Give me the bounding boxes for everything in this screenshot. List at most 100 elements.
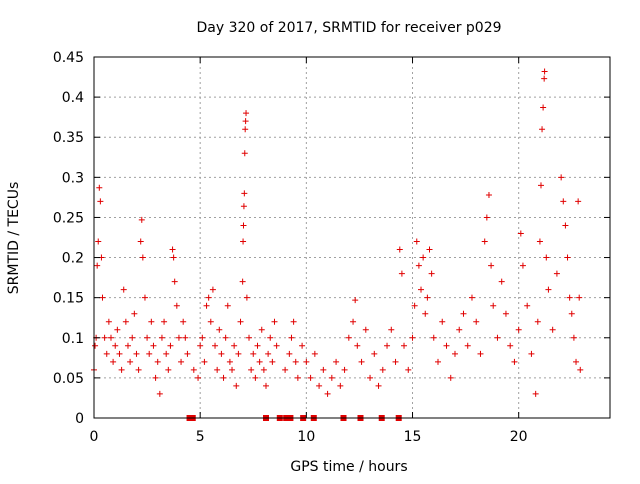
data-point (216, 326, 223, 333)
data-point (240, 203, 247, 210)
data-point (483, 214, 490, 221)
data-point (424, 294, 431, 301)
data-point (107, 334, 114, 341)
data-point (197, 342, 204, 349)
data-point (435, 358, 441, 365)
data-point (420, 254, 427, 261)
data-point (543, 254, 550, 261)
x-axis-tick-labels: 0 5 10 15 20 (90, 429, 528, 445)
data-point (286, 350, 293, 357)
data-point (398, 270, 405, 277)
data-point (337, 382, 344, 389)
data-point (99, 294, 106, 301)
data-point (105, 318, 112, 325)
data-point (392, 358, 399, 365)
data-point (158, 334, 165, 341)
data-point (468, 294, 475, 301)
data-point (112, 342, 119, 349)
data-point (303, 358, 310, 365)
data-point (205, 294, 212, 301)
data-point (541, 68, 548, 75)
data-point (163, 350, 170, 357)
data-point (218, 350, 225, 357)
data-point (124, 342, 131, 349)
data-point (273, 342, 280, 349)
data-point (148, 318, 155, 325)
data-point (528, 350, 535, 357)
data-point (241, 190, 248, 197)
data-point (137, 238, 144, 245)
data-point (439, 318, 446, 325)
x-tick-label: 20 (510, 429, 528, 445)
data-point (564, 254, 571, 261)
data-point (443, 342, 450, 349)
data-point (95, 238, 102, 245)
data-point (307, 374, 314, 381)
data-point (231, 342, 238, 349)
data-point (175, 334, 182, 341)
data-point (362, 326, 369, 333)
data-point (568, 310, 575, 317)
data-point (428, 270, 435, 277)
data-point (152, 374, 159, 381)
plot-frame (93, 56, 611, 419)
data-point (271, 318, 278, 325)
data-point (536, 238, 543, 245)
data-point (269, 358, 276, 365)
data-point (418, 286, 425, 293)
y-tick-label: 0.2 (62, 251, 84, 267)
data-point (524, 302, 531, 309)
data-point (294, 374, 301, 381)
data-point (549, 326, 556, 333)
data-point (265, 350, 272, 357)
data-point (203, 302, 210, 309)
y-tick-label: 0.4 (62, 90, 84, 106)
data-point (171, 278, 178, 285)
data-point (169, 246, 176, 253)
data-point (195, 374, 202, 381)
data-point (411, 302, 418, 309)
y-tick-label: 0 (75, 411, 84, 427)
data-point (237, 318, 244, 325)
data-point (260, 366, 267, 373)
data-point (241, 150, 248, 157)
x-tick-label: 0 (90, 429, 99, 445)
data-point (562, 222, 569, 229)
data-point (233, 382, 240, 389)
data-point (576, 294, 583, 301)
data-point (178, 358, 185, 365)
data-point (539, 126, 546, 133)
data-point (299, 342, 306, 349)
data-point (290, 318, 297, 325)
data-point (180, 318, 187, 325)
data-point (243, 294, 250, 301)
data-point (379, 366, 386, 373)
x-tick-label: 15 (404, 429, 422, 445)
data-point (460, 310, 467, 317)
data-point (114, 326, 121, 333)
data-point (118, 366, 125, 373)
data-point (103, 350, 110, 357)
data-point (167, 342, 174, 349)
data-point (165, 366, 172, 373)
data-point (396, 246, 403, 253)
data-point (254, 342, 261, 349)
data-point (240, 238, 247, 245)
data-point (502, 310, 509, 317)
data-point (352, 297, 359, 304)
data-point (212, 342, 219, 349)
data-point (350, 318, 357, 325)
data-point (182, 334, 189, 341)
data-point (184, 350, 191, 357)
data-point (358, 358, 365, 365)
data-point (405, 366, 412, 373)
data-point (96, 184, 103, 191)
data-point (566, 294, 573, 301)
data-point (97, 198, 104, 205)
data-point (494, 334, 501, 341)
data-point (224, 302, 231, 309)
data-point (239, 278, 246, 285)
data-point (575, 198, 582, 205)
